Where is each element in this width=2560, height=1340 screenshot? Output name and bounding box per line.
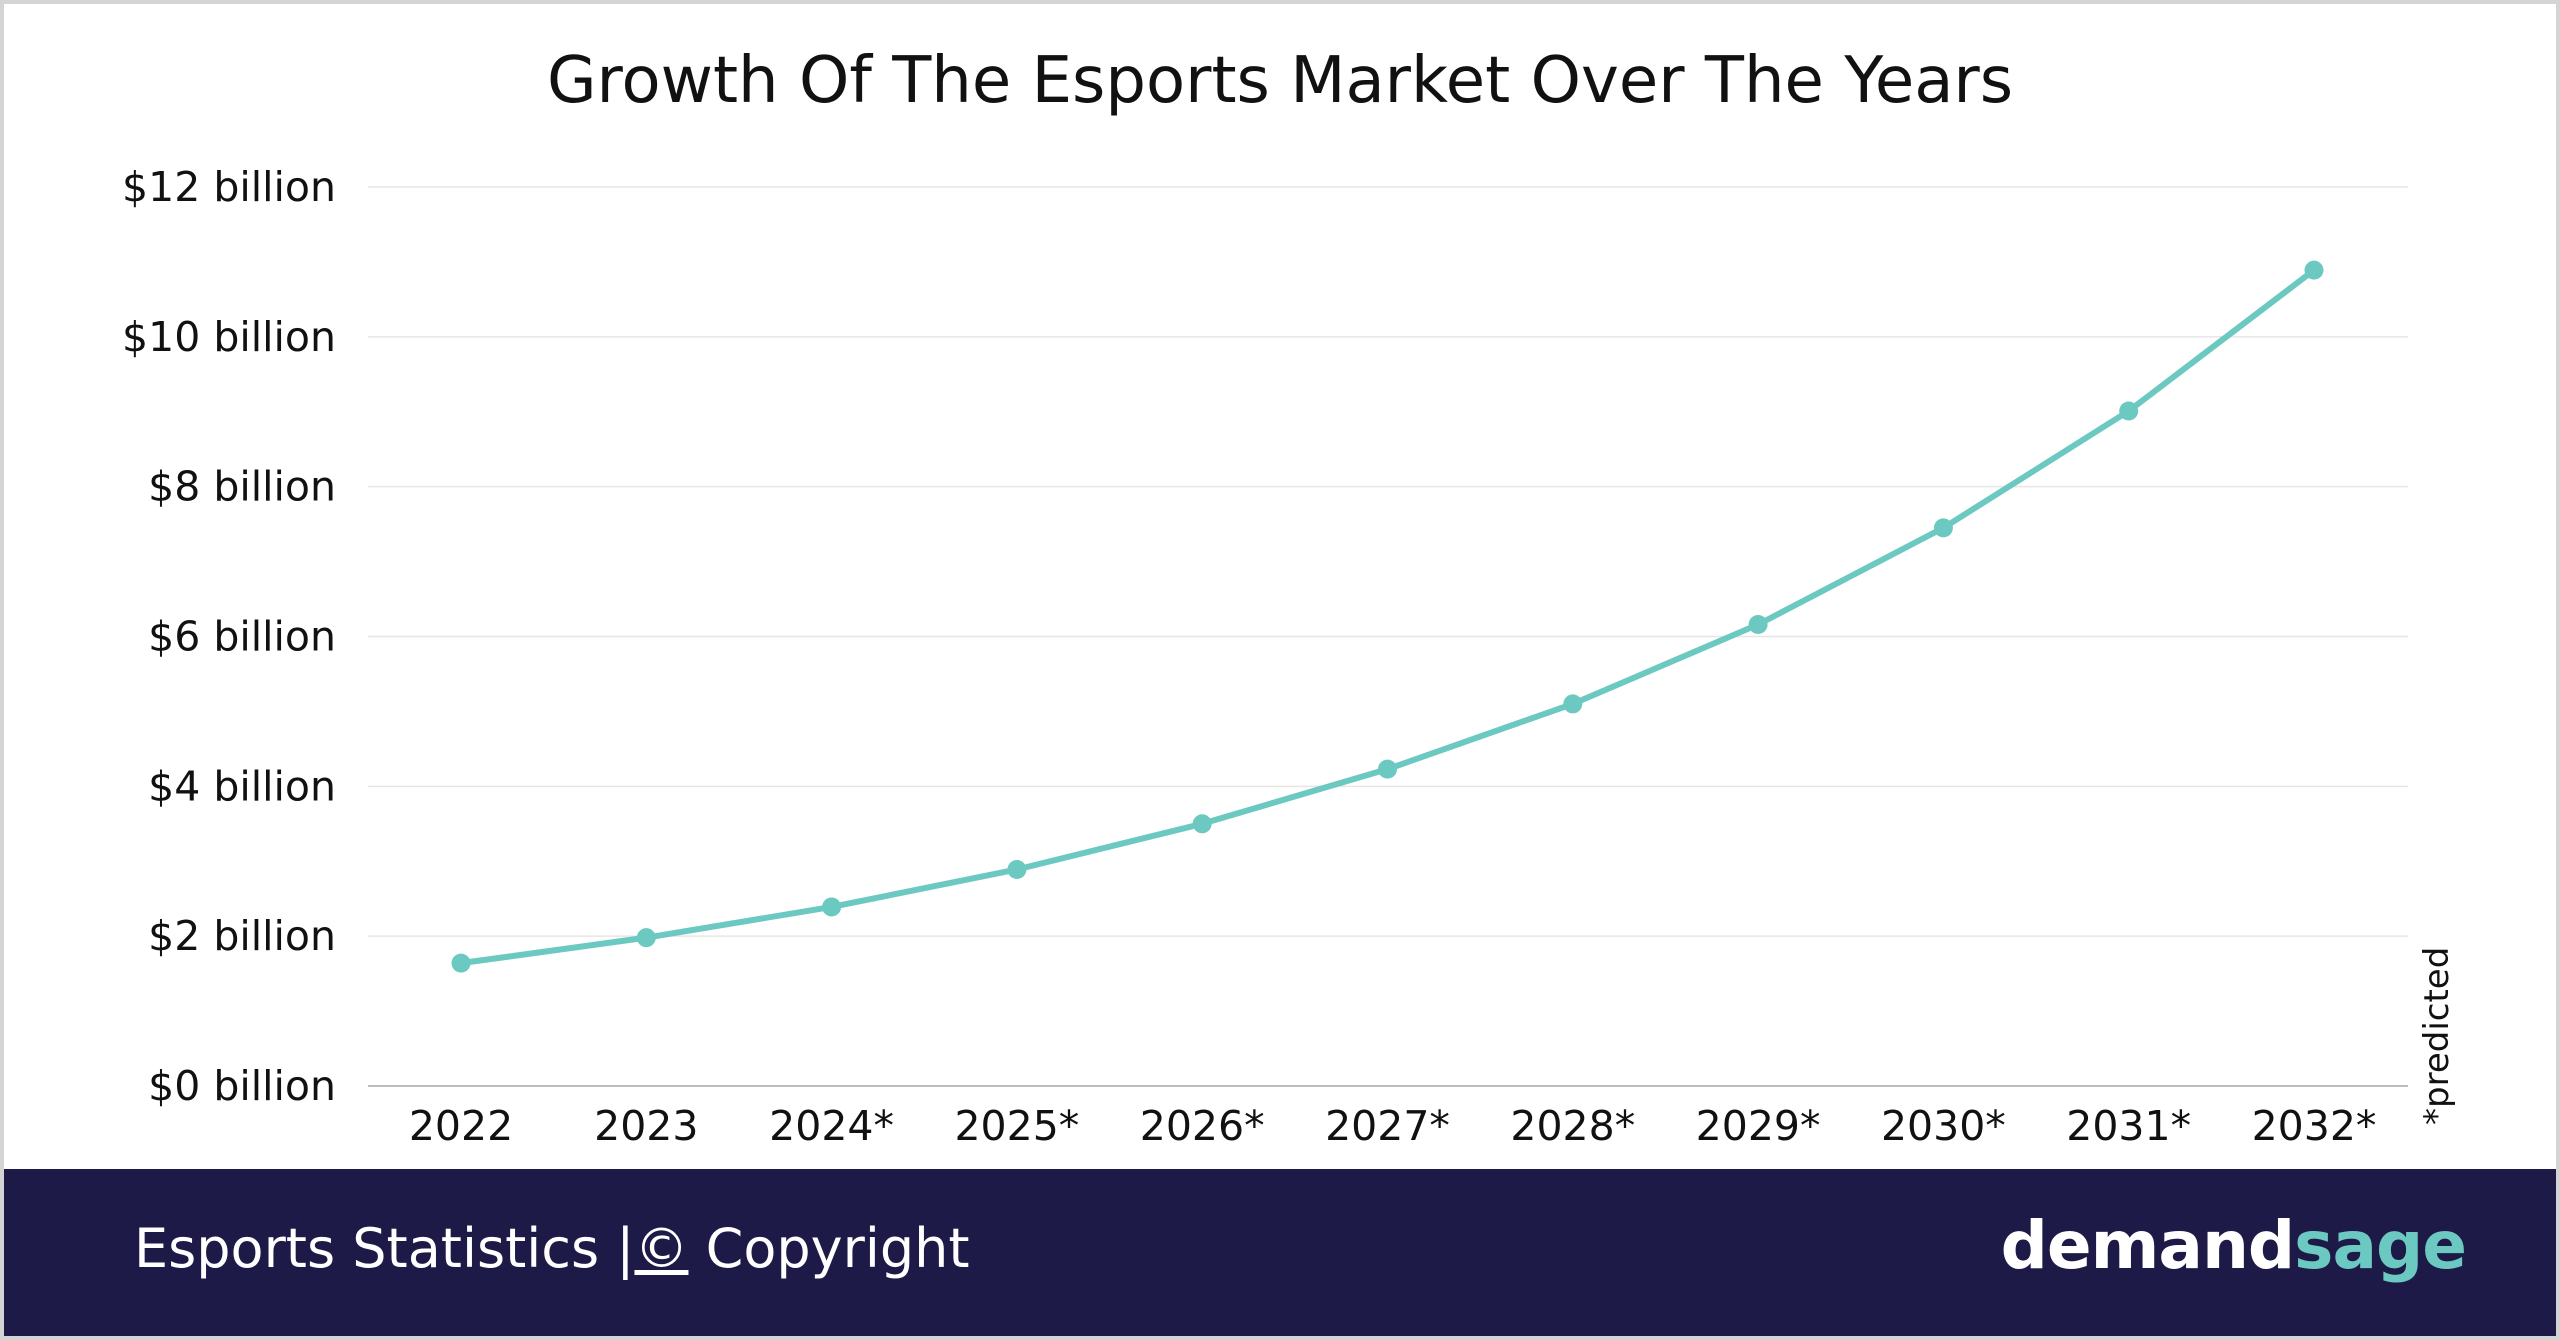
- data-point: [1192, 814, 1212, 834]
- data-point: [1748, 615, 1768, 635]
- data-point: [2119, 401, 2139, 421]
- x-tick-label: 2032*: [2252, 1102, 2377, 1150]
- brand-logo-accent: sage: [2294, 1207, 2467, 1284]
- footer-title: Esports Statistics: [134, 1217, 600, 1280]
- y-tick-label: $12 billion: [122, 163, 336, 211]
- grid-lines: [368, 186, 2408, 1087]
- copyright-text: Copyright: [705, 1217, 970, 1280]
- data-point: [1007, 859, 1027, 879]
- y-tick-label: $10 billion: [122, 313, 336, 361]
- x-tick-label: 2031*: [2066, 1102, 2191, 1150]
- x-tick-label: 2029*: [1696, 1102, 1821, 1150]
- data-point: [1378, 759, 1397, 779]
- footer-bar: Esports Statistics |© Copyright demandsa…: [4, 1169, 2556, 1336]
- x-tick-label: 2025*: [954, 1102, 1079, 1150]
- y-tick-label: $0 billion: [148, 1062, 336, 1110]
- copyright-icon: ©: [634, 1217, 689, 1280]
- data-point: [1933, 518, 1953, 538]
- y-tick-label: $8 billion: [148, 463, 336, 511]
- data-point: [451, 953, 471, 973]
- y-tick-label: $6 billion: [148, 613, 336, 661]
- x-tick-label: 2028*: [1510, 1102, 1635, 1150]
- y-tick-label: $4 billion: [148, 762, 336, 810]
- brand-logo-primary: demand: [2000, 1207, 2296, 1284]
- x-tick-label: 2022: [409, 1102, 513, 1150]
- data-point: [2304, 260, 2324, 280]
- x-tick-label: 2023: [594, 1102, 698, 1150]
- footer-separator: |: [616, 1217, 635, 1280]
- brand-logo[interactable]: demandsage: [2000, 1207, 2467, 1284]
- x-axis-ticks: 2022 2023 2024* 2025* 2026* 2027* 2028* 2029* 20…: [409, 1102, 2377, 1150]
- y-tick-label: $2 billion: [148, 912, 336, 960]
- data-point: [1563, 694, 1583, 714]
- predicted-note: *predicted: [2417, 947, 2457, 1125]
- footer-caption: Esports Statistics |© Copyright: [134, 1217, 970, 1280]
- x-tick-label: 2024*: [769, 1102, 894, 1150]
- data-point: [822, 897, 842, 917]
- x-tick-label: 2027*: [1325, 1102, 1450, 1150]
- series-line-group: [451, 260, 2324, 973]
- data-point: [636, 928, 656, 948]
- chart-title: Growth Of The Esports Market Over The Ye…: [546, 44, 2014, 118]
- x-tick-label: 2030*: [1881, 1102, 2006, 1150]
- y-axis-ticks: $0 billion $2 billion $4 billion $6 billion…: [122, 163, 336, 1110]
- series-line: [458, 267, 2317, 967]
- x-tick-label: 2026*: [1140, 1102, 1265, 1150]
